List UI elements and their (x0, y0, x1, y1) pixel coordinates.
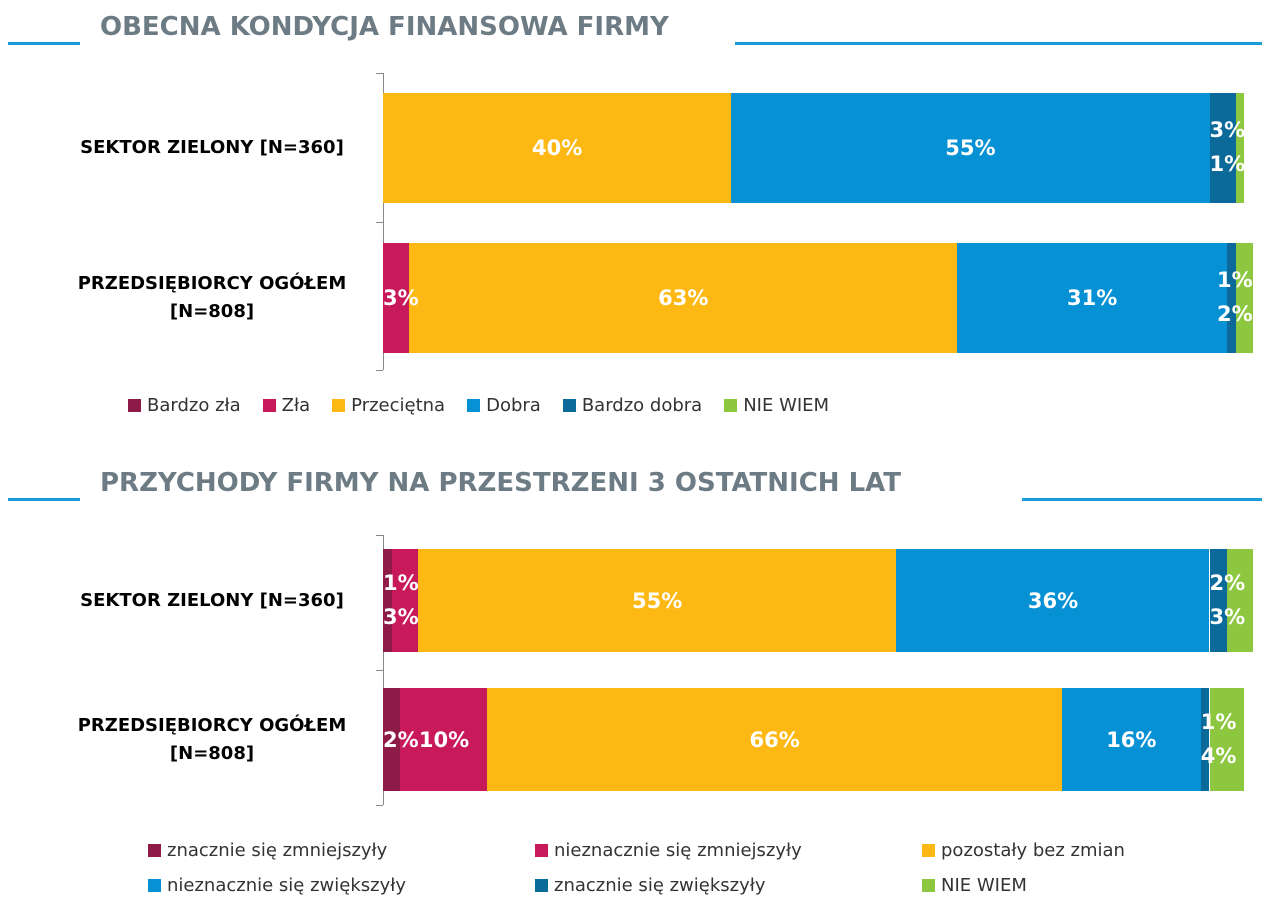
axis-tick (376, 670, 383, 671)
legend-label: nieznacznie się zmniejszyły (554, 840, 802, 861)
legend-item: NIE WIEM (922, 868, 1262, 898)
bar-segment (1209, 93, 1236, 203)
bar-segment (1061, 688, 1201, 791)
axis-tick (376, 73, 383, 74)
bar-segment (383, 243, 410, 353)
legend-swatch (562, 399, 576, 412)
legend-label: pozostały bez zmian (941, 840, 1125, 861)
axis-line (383, 535, 384, 805)
title-rule (735, 42, 1262, 45)
bar-segment (1235, 243, 1253, 353)
bar-segment (383, 688, 401, 791)
category-label: SEKTOR ZIELONY [N=360] (80, 589, 344, 611)
bar-segment (400, 688, 488, 791)
bar-segment (1209, 549, 1227, 652)
value-label: 2% (1209, 570, 1246, 595)
legend-label: Bardzo zła (147, 395, 241, 416)
legend-swatch (724, 399, 738, 412)
bar-segment (391, 549, 418, 652)
bar-segment (957, 243, 1227, 353)
bar-segment (1226, 549, 1253, 652)
value-label: 3% (383, 604, 419, 629)
bar-segment (417, 549, 897, 652)
legend-item: nieznacznie się zwiększyły (148, 868, 535, 898)
legend-label: NIE WIEM (743, 395, 830, 416)
legend-swatch (332, 399, 346, 412)
legend-item: Bardzo zła (128, 388, 241, 423)
value-label: 4% (1200, 743, 1237, 768)
bar-segment (383, 549, 392, 652)
axis-tick (376, 535, 383, 536)
chart-title: PRZYCHODY FIRMY NA PRZESTRZENI 3 OSTATNI… (100, 468, 902, 498)
legend-item: Bardzo dobra (562, 388, 703, 423)
legend-item: Dobra (467, 388, 541, 423)
value-label: 55% (632, 588, 683, 613)
value-label: 40% (532, 136, 583, 160)
legend-swatch (148, 879, 161, 892)
bar-segment (1200, 688, 1210, 791)
bar-segment (1226, 243, 1236, 353)
value-label: 55% (945, 136, 996, 160)
value-label: 63% (658, 286, 709, 310)
bar-segment (487, 688, 1062, 791)
legend-label: znacznie się zmniejszyły (167, 840, 388, 861)
value-label: 1% (383, 570, 419, 595)
legend-swatch (535, 879, 548, 892)
legend-swatch (535, 844, 548, 857)
legend-item: Przeciętna (332, 388, 445, 423)
value-label: 2% (1217, 302, 1253, 326)
title-rule (8, 42, 80, 45)
legend-swatch (467, 399, 481, 412)
value-label: 1% (1200, 709, 1237, 734)
legend-label: nieznacznie się zwiększyły (167, 875, 407, 896)
value-label: 3% (1209, 118, 1246, 142)
value-label: 1% (1209, 152, 1246, 176)
legend: Bardzo zła Zła Przeciętna Dobra Bardzo dobra… (128, 388, 1128, 423)
legend-item: znacznie się zmniejszyły (148, 833, 535, 868)
legend-item: znacznie się zwiększyły (535, 868, 922, 898)
value-label: 1% (1217, 268, 1253, 292)
value-label: 10% (418, 727, 470, 752)
category-label: PRZEDSIĘBIORCY OGÓŁEM [N=808] (77, 714, 347, 764)
value-label: 36% (1027, 588, 1079, 613)
bar-segment (409, 243, 958, 353)
legend-label: NIE WIEM (941, 875, 1027, 896)
chart-title: OBECNA KONDYCJA FINANSOWA FIRMY (100, 12, 669, 42)
value-label: 31% (1067, 286, 1118, 310)
axis-tick (376, 805, 383, 806)
bar-segment (1209, 688, 1245, 791)
value-label: 3% (1209, 604, 1246, 629)
category-label: PRZEDSIĘBIORCY OGÓŁEM [N=808] (77, 273, 347, 322)
value-label: 3% (383, 286, 419, 310)
legend-item: pozostały bez zmian (922, 833, 1262, 868)
category-label: SEKTOR ZIELONY [N=360] (80, 137, 344, 158)
title-rule (1022, 498, 1262, 501)
legend-label: Zła (281, 395, 311, 416)
value-label: 16% (1106, 727, 1157, 752)
axis-line (383, 73, 384, 370)
legend-label: Bardzo dobra (581, 395, 703, 416)
legend-swatch (922, 844, 935, 857)
legend-swatch (128, 399, 141, 412)
legend-item: NIE WIEM (724, 388, 829, 423)
bar-segment (383, 93, 731, 203)
legend-item: Zła (262, 388, 311, 423)
bar-segment (731, 93, 1210, 203)
legend-label: Dobra (486, 395, 541, 416)
value-label: 2% (383, 727, 419, 752)
axis-tick (376, 221, 383, 223)
legend-item: nieznacznie się zmniejszyły (535, 833, 922, 868)
bar-segment (896, 549, 1210, 652)
legend-swatch (262, 399, 276, 412)
legend-swatch (922, 879, 935, 892)
legend-label: znacznie się zwiększyły (554, 875, 766, 896)
title-rule (8, 498, 80, 501)
legend-label: Przeciętna (351, 395, 446, 416)
axis-tick (376, 370, 383, 371)
bar-segment (1235, 93, 1245, 203)
value-label: 66% (749, 727, 800, 752)
legend-swatch (148, 844, 161, 857)
legend: znacznie się zmniejszyły nieznacznie się … (148, 833, 1262, 898)
